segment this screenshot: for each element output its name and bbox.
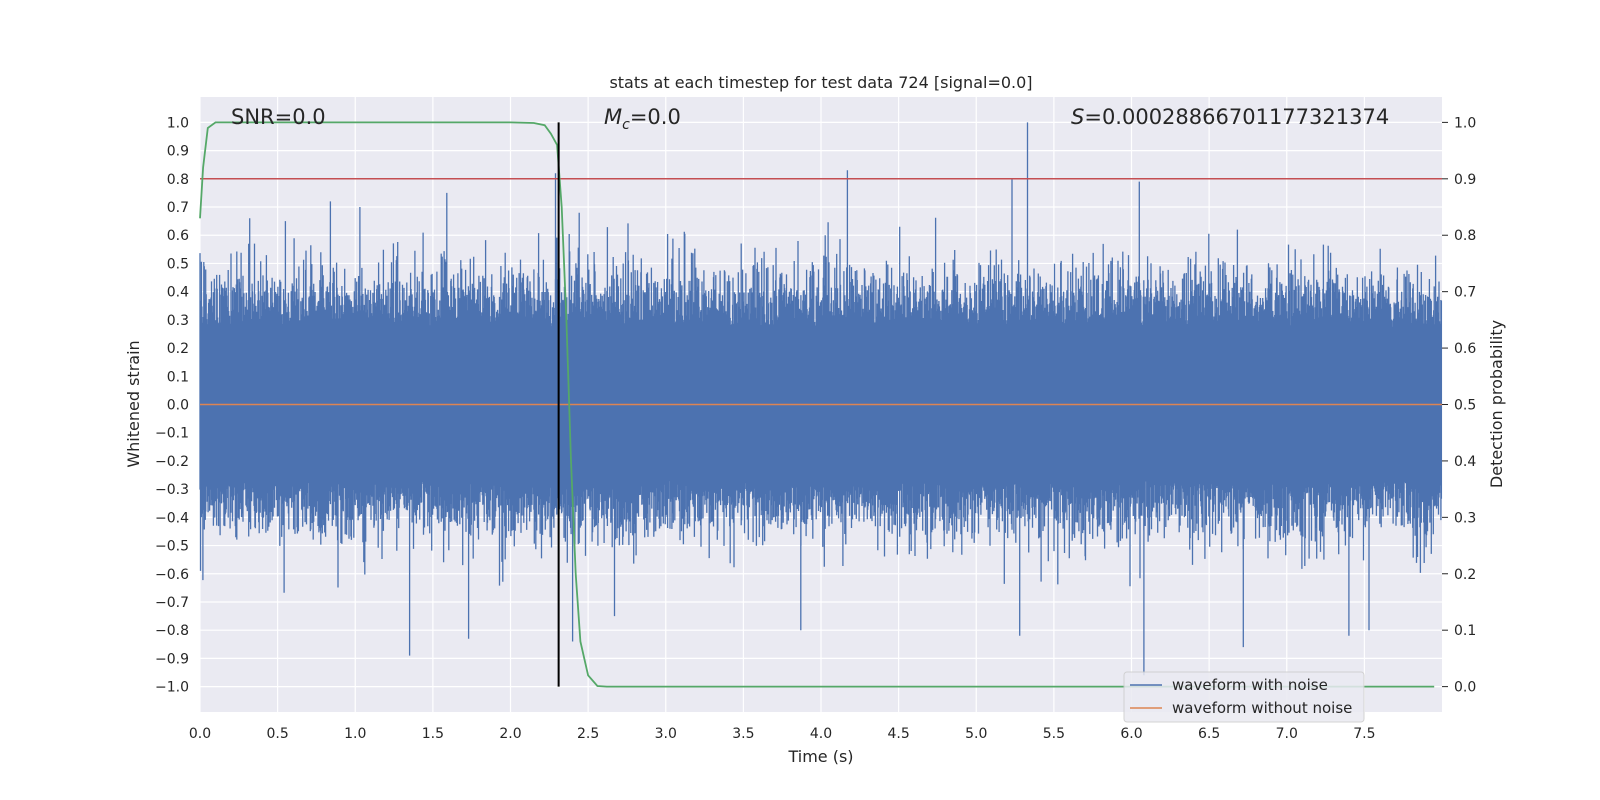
y-tick-label-right: 1.0 <box>1454 115 1476 131</box>
y-ticks-right: 0.0 0.1 0.2 0.3 0.4 0.5 0.6 0.7 0.8 0.9 1.0 <box>1442 115 1476 696</box>
chirp-mass-annotation: Mc=0.0 <box>604 105 681 133</box>
legend-box <box>1123 671 1365 723</box>
x-tick-label: 4.0 <box>810 726 832 742</box>
x-tick-label: 5.0 <box>965 726 987 742</box>
x-tick-label: 4.5 <box>887 726 909 742</box>
y-tick-label-left: −0.3 <box>155 482 189 498</box>
x-tick-label: 6.0 <box>1120 726 1142 742</box>
score-annotation: S=0.0002886670117732137​4 <box>1071 105 1389 129</box>
x-tick-label: 7.0 <box>1276 726 1298 742</box>
legend: waveform with noise waveform without noi… <box>1123 671 1365 723</box>
y-axis-label-right: Detection probability <box>1487 320 1506 488</box>
y-tick-label-left: −1.0 <box>155 680 189 696</box>
series-waveform-with-noise <box>199 122 1443 676</box>
y-tick-label-left: 0.9 <box>167 144 189 160</box>
x-tick-label: 2.0 <box>499 726 521 742</box>
y-tick-label-left: 0.6 <box>167 228 189 244</box>
y-tick-label-left: −0.6 <box>155 567 189 583</box>
y-ticks-left: −1.0 −0.9 −0.8 −0.7 −0.6 −0.5 −0.4 −0.3 −0.2 −0.1… <box>155 115 189 695</box>
y-tick-label-right: 0.8 <box>1454 228 1476 244</box>
x-tick-label: 3.0 <box>655 726 677 742</box>
y-tick-label-right: 0.7 <box>1454 285 1476 301</box>
x-tick-label: 7.5 <box>1353 726 1375 742</box>
x-tick-label: 2.5 <box>577 726 599 742</box>
x-axis-label: Time (s) <box>787 747 853 766</box>
y-tick-label-left: −0.4 <box>155 510 189 526</box>
y-tick-label-right: 0.5 <box>1454 398 1476 414</box>
y-tick-label-left: −0.2 <box>155 454 189 470</box>
y-tick-label-right: 0.1 <box>1454 623 1476 639</box>
legend-label-clean: waveform without noise <box>1172 699 1352 717</box>
y-tick-label-left: 0.8 <box>167 172 189 188</box>
y-tick-label-left: 0.5 <box>167 256 189 272</box>
y-tick-label-left: −0.5 <box>155 539 189 555</box>
series-detection-probability <box>199 121 1435 688</box>
y-tick-label-left: −0.8 <box>155 623 189 639</box>
x-tick-label: 1.5 <box>422 726 444 742</box>
y-tick-label-left: 1.0 <box>167 115 189 131</box>
snr-annotation: SNR=0.0 <box>231 105 326 129</box>
y-tick-label-left: −0.9 <box>155 651 189 667</box>
x-ticks: 0.0 0.5 1.0 1.5 2.0 2.5 3.0 3.5 4.0 4.5 5.0 5.5 6.0 6… <box>189 726 1376 742</box>
y-tick-label-right: 0.0 <box>1454 680 1476 696</box>
x-tick-label: 5.5 <box>1043 726 1065 742</box>
x-tick-label: 1.0 <box>344 726 366 742</box>
chart-title: stats at each timestep for test data 724… <box>609 73 1032 92</box>
y-tick-label-right: 0.3 <box>1454 510 1476 526</box>
legend-label-noise: waveform with noise <box>1172 676 1328 694</box>
y-tick-label-left: 0.1 <box>167 369 189 385</box>
y-tick-label-right: 0.6 <box>1454 341 1476 357</box>
y-tick-label-left: 0.4 <box>167 285 189 301</box>
y-tick-label-left: −0.7 <box>155 595 189 611</box>
x-tick-label: 6.5 <box>1198 726 1220 742</box>
y-tick-label-left: 0.0 <box>167 398 189 414</box>
x-tick-label: 0.0 <box>189 726 211 742</box>
y-tick-label-left: 0.3 <box>167 313 189 329</box>
y-axis-label-left: Whitened strain <box>124 340 143 467</box>
y-tick-label-right: 0.4 <box>1454 454 1476 470</box>
y-tick-label-left: −0.1 <box>155 426 189 442</box>
y-tick-label-left: 0.2 <box>167 341 189 357</box>
y-tick-label-right: 0.2 <box>1454 567 1476 583</box>
y-tick-label-left: 0.7 <box>167 200 189 216</box>
series-layer <box>199 121 1443 688</box>
x-tick-label: 0.5 <box>266 726 288 742</box>
x-tick-label: 3.5 <box>732 726 754 742</box>
y-tick-label-right: 0.9 <box>1454 172 1476 188</box>
